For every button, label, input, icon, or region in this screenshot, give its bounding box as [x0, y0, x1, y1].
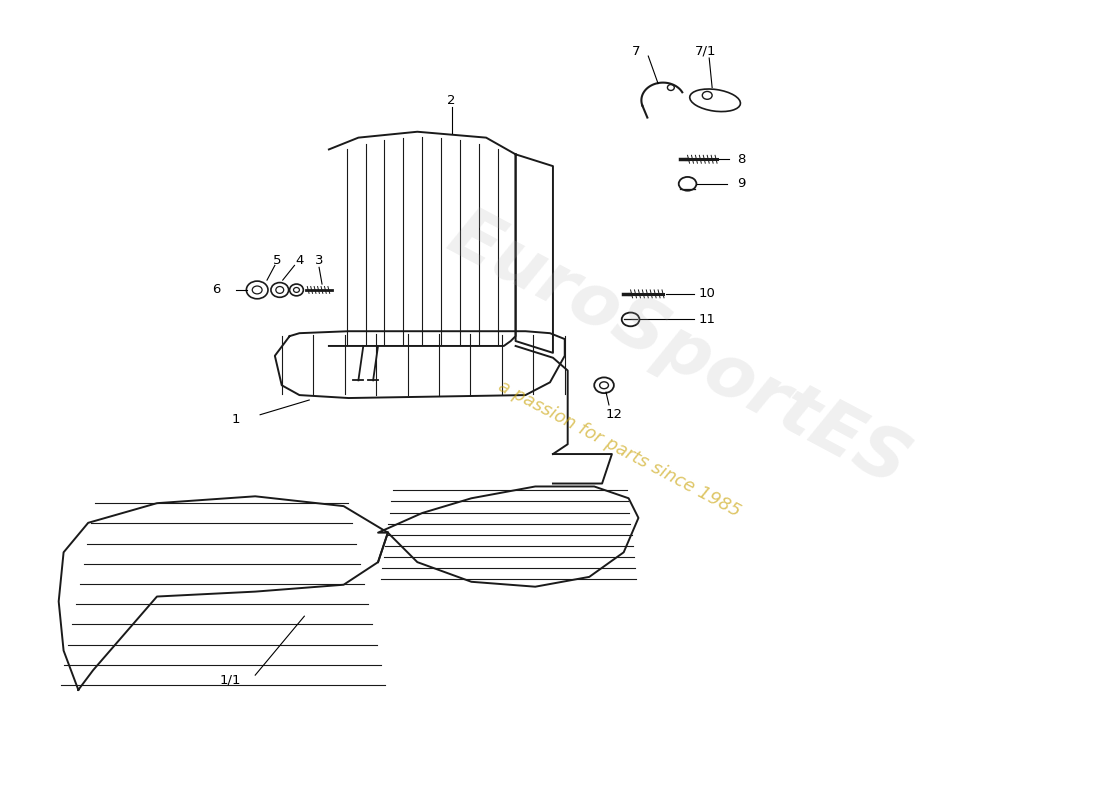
Text: 8: 8	[737, 153, 746, 166]
Text: 3: 3	[315, 254, 323, 267]
Text: 11: 11	[698, 313, 716, 326]
Text: 7/1: 7/1	[694, 45, 716, 58]
Text: 12: 12	[605, 408, 623, 422]
Text: 2: 2	[448, 94, 456, 106]
Text: 1: 1	[231, 413, 240, 426]
Text: 1/1: 1/1	[220, 674, 241, 686]
Text: EuroSportES: EuroSportES	[436, 201, 920, 502]
Text: 4: 4	[295, 254, 304, 267]
Text: 5: 5	[273, 254, 282, 267]
Text: 9: 9	[737, 178, 746, 190]
Text: 7: 7	[632, 45, 640, 58]
Text: 10: 10	[698, 287, 716, 300]
Text: 6: 6	[211, 283, 220, 297]
Text: a passion for parts since 1985: a passion for parts since 1985	[495, 378, 742, 521]
